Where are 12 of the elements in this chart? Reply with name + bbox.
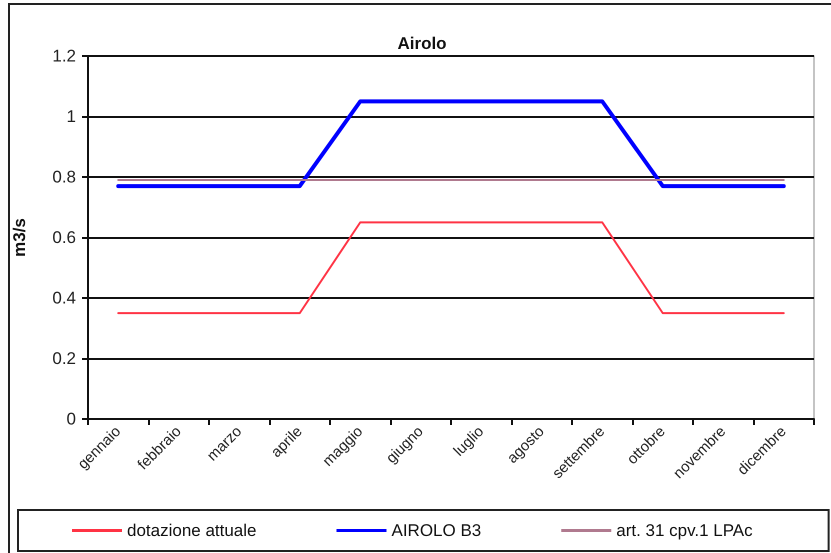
legend-label: dotazione attuale <box>127 521 256 540</box>
y-tick-label: 0.6 <box>52 228 76 247</box>
y-tick-label: 0.8 <box>52 168 76 186</box>
y-tick-label: 1.2 <box>52 46 76 66</box>
chart-title: Airolo <box>397 34 447 53</box>
legend-label: AIROLO B3 <box>391 521 482 540</box>
y-tick-label: 0 <box>66 410 76 428</box>
legend-label: art. 31 cpv.1 LPAc <box>616 521 754 540</box>
y-tick-label: 1 <box>66 107 76 126</box>
y-tick-label: 0.2 <box>52 349 76 368</box>
y-axis-title: m3/s <box>10 218 29 257</box>
y-tick-label: 0.4 <box>52 288 76 308</box>
